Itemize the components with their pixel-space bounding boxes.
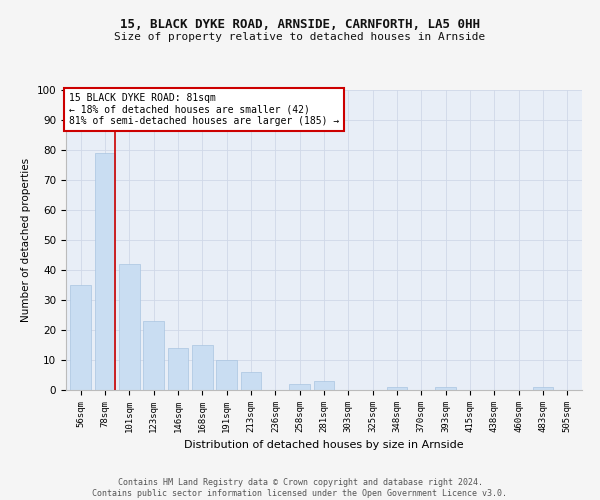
Bar (386, 387, 407, 390)
Text: Contains HM Land Registry data © Crown copyright and database right 2024.
Contai: Contains HM Land Registry data © Crown c… (92, 478, 508, 498)
Bar (314, 381, 334, 390)
Text: 15, BLACK DYKE ROAD, ARNSIDE, CARNFORTH, LA5 0HH: 15, BLACK DYKE ROAD, ARNSIDE, CARNFORTH,… (120, 18, 480, 30)
Y-axis label: Number of detached properties: Number of detached properties (21, 158, 31, 322)
Bar (533, 387, 553, 390)
Bar (241, 372, 262, 390)
Text: 15 BLACK DYKE ROAD: 81sqm
← 18% of detached houses are smaller (42)
81% of semi-: 15 BLACK DYKE ROAD: 81sqm ← 18% of detac… (68, 93, 339, 126)
Bar (167, 348, 188, 390)
Bar (70, 285, 91, 390)
X-axis label: Distribution of detached houses by size in Arnside: Distribution of detached houses by size … (184, 440, 464, 450)
Bar (95, 153, 115, 390)
Text: Size of property relative to detached houses in Arnside: Size of property relative to detached ho… (115, 32, 485, 42)
Bar (436, 387, 456, 390)
Bar (119, 264, 140, 390)
Bar (143, 321, 164, 390)
Bar (289, 384, 310, 390)
Bar (192, 345, 212, 390)
Bar (216, 360, 237, 390)
